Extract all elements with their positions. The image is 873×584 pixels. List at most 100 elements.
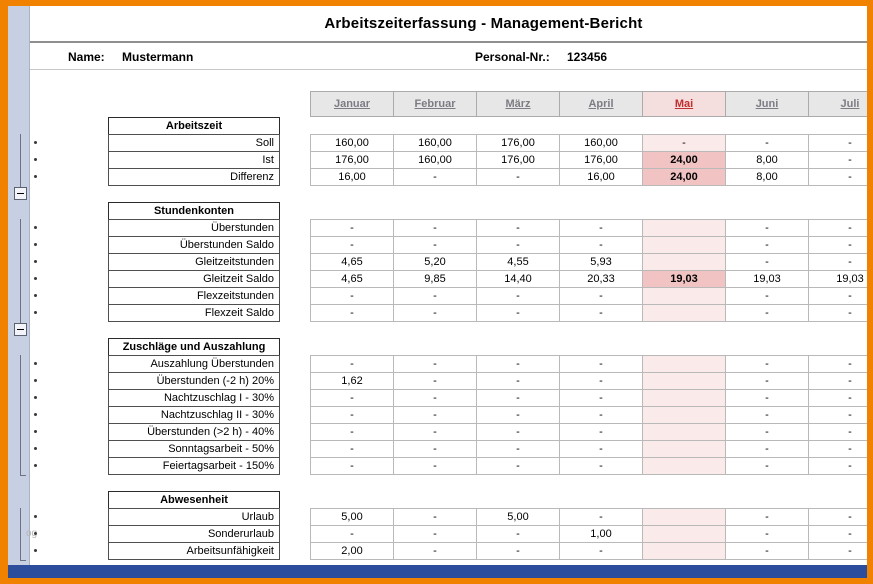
value-cell[interactable]: - — [393, 219, 477, 237]
value-cell[interactable]: - — [476, 372, 560, 390]
value-cell[interactable]: 160,00 — [393, 134, 477, 152]
value-cell[interactable]: - — [393, 525, 477, 543]
value-cell[interactable]: 1,00 — [559, 525, 643, 543]
value-cell[interactable]: - — [559, 457, 643, 475]
value-cell[interactable]: - — [476, 219, 560, 237]
value-cell[interactable]: 4,65 — [310, 253, 394, 271]
value-cell[interactable]: - — [808, 287, 867, 305]
value-cell[interactable] — [642, 219, 726, 237]
value-cell[interactable] — [642, 372, 726, 390]
value-cell[interactable]: - — [808, 542, 867, 560]
value-cell[interactable]: - — [559, 406, 643, 424]
value-cell[interactable]: - — [725, 304, 809, 322]
value-cell[interactable]: - — [310, 423, 394, 441]
value-cell[interactable]: 176,00 — [476, 134, 560, 152]
value-cell[interactable]: 19,03 — [642, 270, 726, 288]
value-cell[interactable]: - — [310, 219, 394, 237]
value-cell[interactable]: - — [393, 372, 477, 390]
value-cell[interactable]: - — [393, 542, 477, 560]
value-cell[interactable] — [642, 508, 726, 526]
value-cell[interactable]: - — [808, 440, 867, 458]
value-cell[interactable]: - — [642, 134, 726, 152]
value-cell[interactable]: - — [559, 304, 643, 322]
value-cell[interactable]: - — [808, 423, 867, 441]
value-cell[interactable]: 9,85 — [393, 270, 477, 288]
value-cell[interactable]: 2,00 — [310, 542, 394, 560]
value-cell[interactable]: - — [310, 287, 394, 305]
value-cell[interactable]: 160,00 — [310, 134, 394, 152]
value-cell[interactable]: 19,03 — [808, 270, 867, 288]
value-cell[interactable]: - — [808, 457, 867, 475]
value-cell[interactable]: - — [310, 236, 394, 254]
value-cell[interactable]: - — [559, 440, 643, 458]
value-cell[interactable]: - — [559, 219, 643, 237]
value-cell[interactable]: - — [559, 372, 643, 390]
value-cell[interactable]: - — [476, 525, 560, 543]
value-cell[interactable]: - — [393, 389, 477, 407]
value-cell[interactable]: - — [808, 304, 867, 322]
value-cell[interactable] — [642, 525, 726, 543]
value-cell[interactable]: - — [808, 508, 867, 526]
value-cell[interactable]: 160,00 — [559, 134, 643, 152]
value-cell[interactable]: - — [476, 457, 560, 475]
value-cell[interactable]: - — [808, 525, 867, 543]
value-cell[interactable]: - — [393, 440, 477, 458]
value-cell[interactable] — [642, 389, 726, 407]
value-cell[interactable]: 5,00 — [476, 508, 560, 526]
collapse-group-button[interactable] — [14, 187, 27, 200]
value-cell[interactable]: 16,00 — [559, 168, 643, 186]
value-cell[interactable] — [642, 457, 726, 475]
value-cell[interactable]: 176,00 — [476, 151, 560, 169]
value-cell[interactable] — [642, 355, 726, 373]
value-cell[interactable]: 176,00 — [310, 151, 394, 169]
value-cell[interactable]: - — [808, 236, 867, 254]
value-cell[interactable]: 14,40 — [476, 270, 560, 288]
value-cell[interactable]: 8,00 — [725, 168, 809, 186]
value-cell[interactable]: - — [725, 253, 809, 271]
value-cell[interactable]: - — [725, 372, 809, 390]
value-cell[interactable]: - — [476, 389, 560, 407]
value-cell[interactable]: - — [310, 457, 394, 475]
value-cell[interactable]: - — [725, 508, 809, 526]
value-cell[interactable]: - — [393, 423, 477, 441]
value-cell[interactable]: - — [310, 440, 394, 458]
month-header-5[interactable]: Mai — [642, 91, 726, 117]
value-cell[interactable]: 16,00 — [310, 168, 394, 186]
value-cell[interactable]: - — [559, 355, 643, 373]
value-cell[interactable]: 24,00 — [642, 168, 726, 186]
value-cell[interactable]: - — [808, 253, 867, 271]
value-cell[interactable]: - — [476, 355, 560, 373]
value-cell[interactable]: - — [559, 389, 643, 407]
value-cell[interactable]: - — [310, 406, 394, 424]
month-header-6[interactable]: Juni — [725, 91, 809, 117]
value-cell[interactable]: - — [725, 134, 809, 152]
month-header-4[interactable]: April — [559, 91, 643, 117]
value-cell[interactable]: - — [808, 134, 867, 152]
value-cell[interactable]: - — [808, 151, 867, 169]
value-cell[interactable]: 4,55 — [476, 253, 560, 271]
value-cell[interactable]: - — [393, 406, 477, 424]
value-cell[interactable]: - — [725, 406, 809, 424]
value-cell[interactable]: - — [393, 355, 477, 373]
value-cell[interactable] — [642, 423, 726, 441]
value-cell[interactable]: 20,33 — [559, 270, 643, 288]
value-cell[interactable]: - — [476, 440, 560, 458]
value-cell[interactable]: - — [476, 406, 560, 424]
value-cell[interactable]: - — [476, 236, 560, 254]
value-cell[interactable]: - — [393, 304, 477, 322]
value-cell[interactable]: 19,03 — [725, 270, 809, 288]
value-cell[interactable]: 24,00 — [642, 151, 726, 169]
value-cell[interactable]: - — [725, 355, 809, 373]
value-cell[interactable]: - — [476, 304, 560, 322]
value-cell[interactable]: 4,65 — [310, 270, 394, 288]
value-cell[interactable] — [642, 440, 726, 458]
value-cell[interactable] — [642, 236, 726, 254]
value-cell[interactable]: - — [559, 508, 643, 526]
value-cell[interactable]: - — [725, 525, 809, 543]
value-cell[interactable]: - — [393, 236, 477, 254]
value-cell[interactable]: - — [559, 423, 643, 441]
value-cell[interactable]: 176,00 — [559, 151, 643, 169]
value-cell[interactable]: - — [725, 542, 809, 560]
value-cell[interactable]: - — [725, 389, 809, 407]
value-cell[interactable]: - — [476, 168, 560, 186]
